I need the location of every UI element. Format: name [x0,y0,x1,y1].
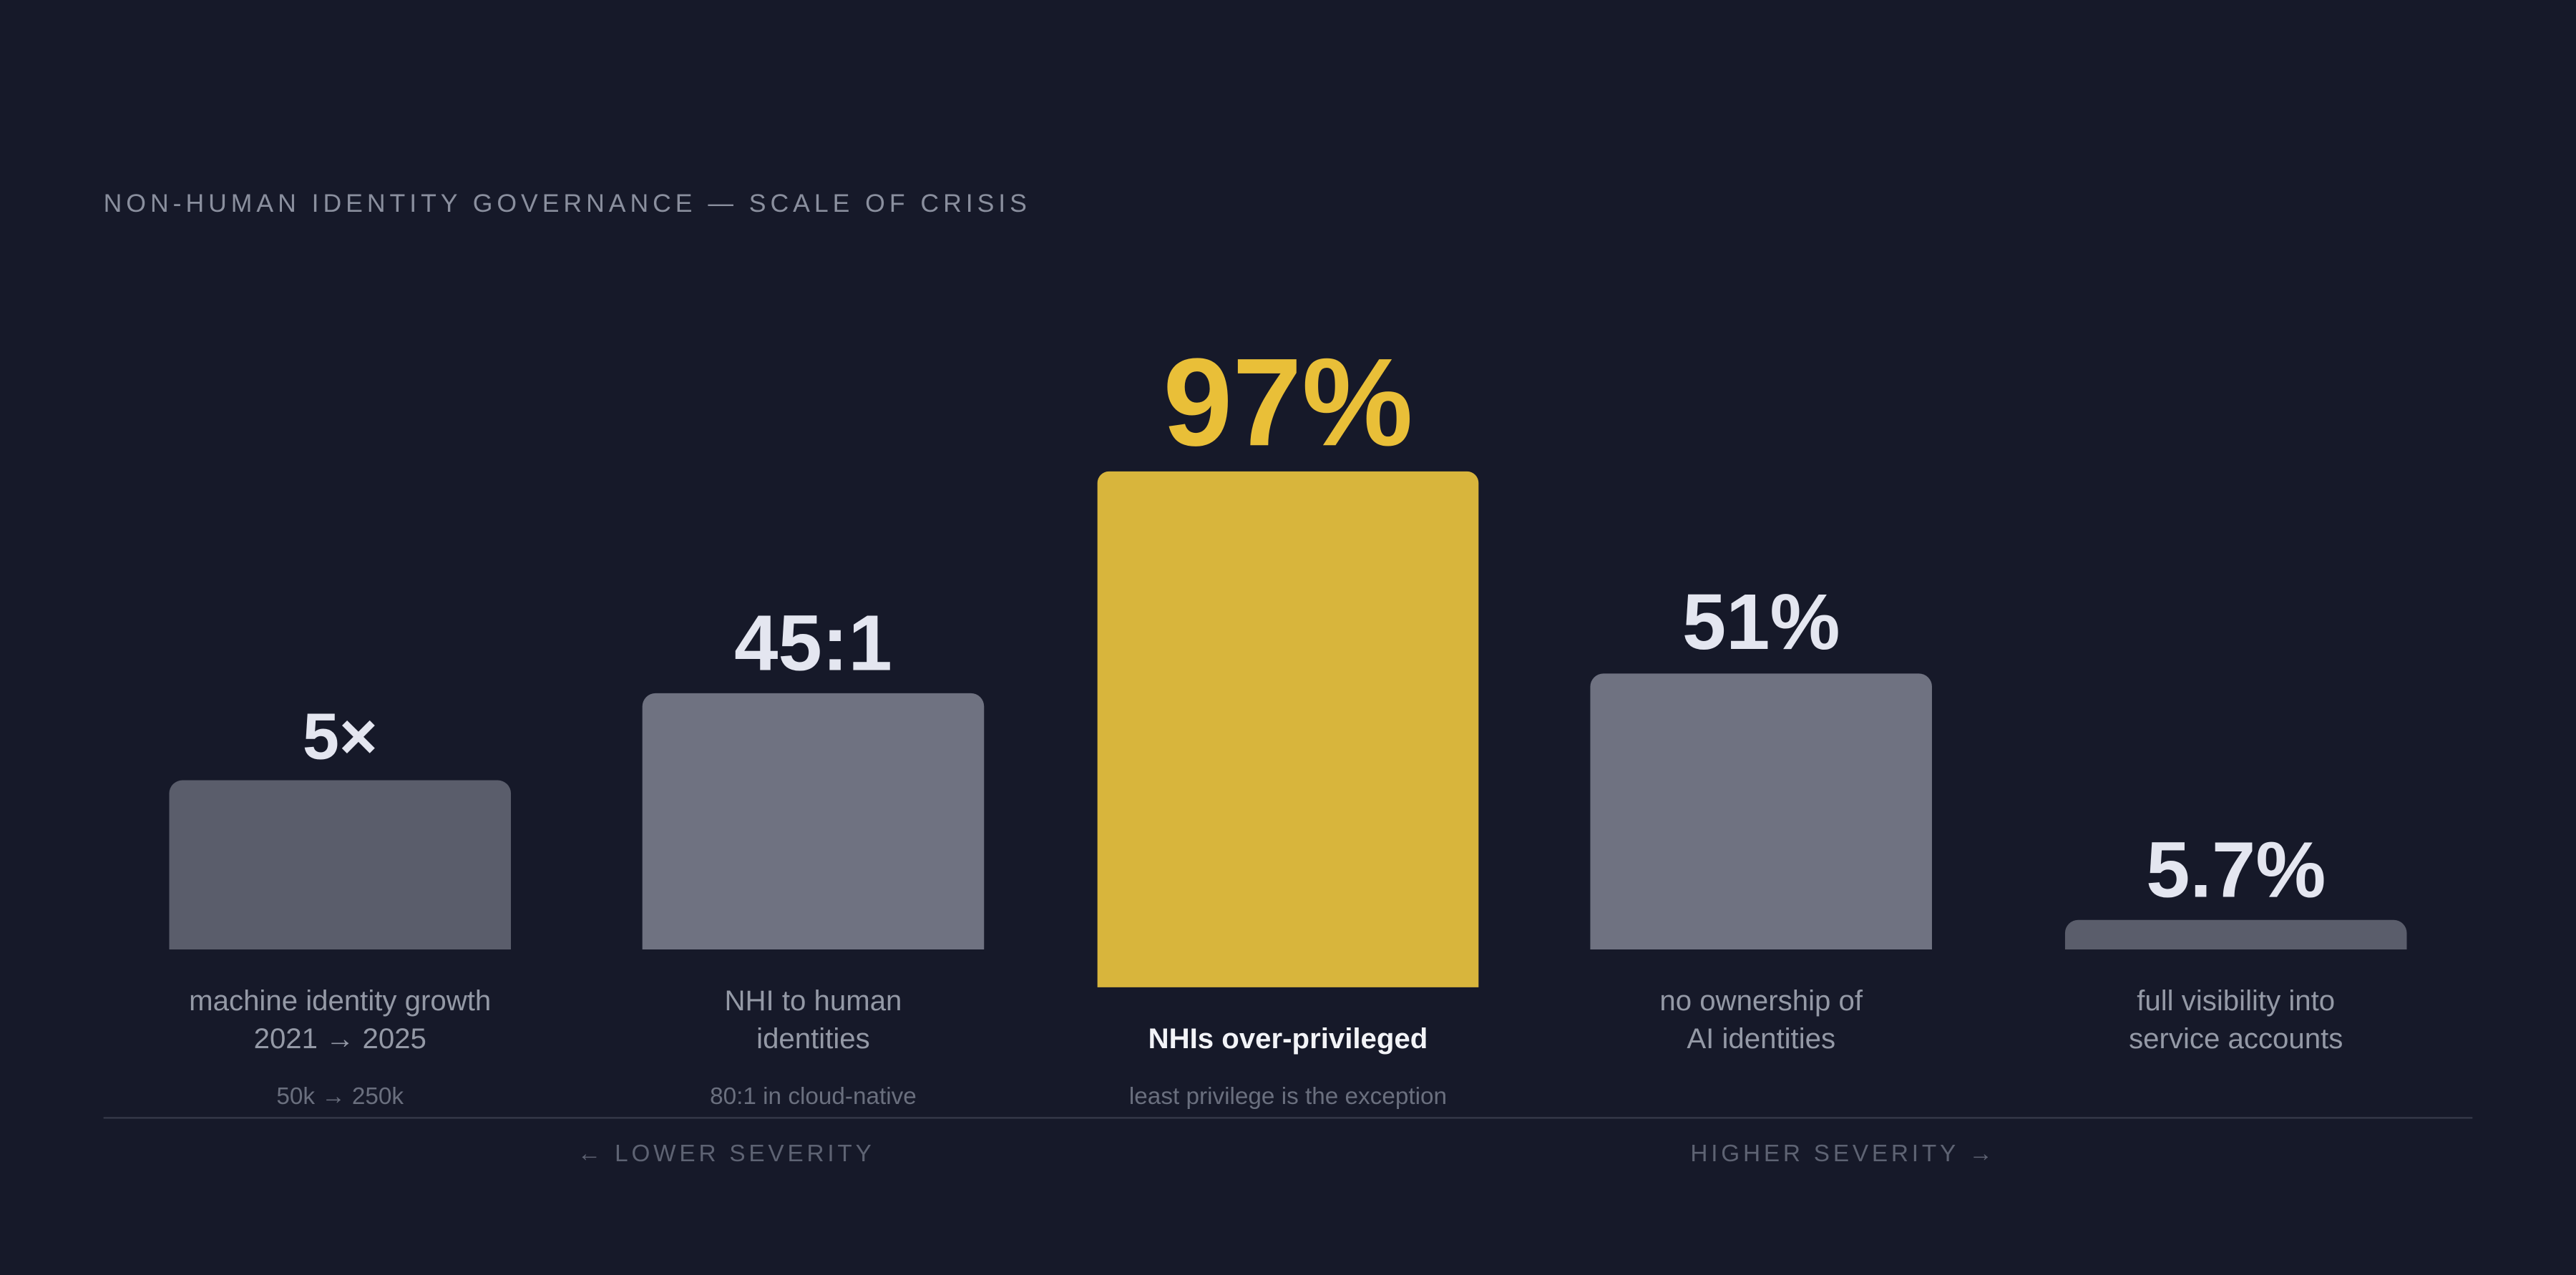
bar-value-label: 5.7% [2146,827,2326,915]
bar-category-label-line: service accounts [2129,1020,2343,1054]
bar-category-label: no ownership of AI identities [1515,982,2008,1056]
bar-category-label-line: NHIs over-privileged [1148,1020,1428,1054]
bar-category-label: full visibility into service accounts [1989,982,2482,1056]
baseline-divider [103,1117,2473,1119]
bar-category-label-line: machine identity growth [189,984,492,1017]
bar-category-label-line: identities [756,1020,870,1054]
bar-sublabel: 50k → 250k [276,1084,404,1111]
bar-category-label: machine identity growth 2021 → 2025 [94,982,587,1056]
bar-category-label-line: AI identities [1687,1020,1836,1054]
bar-value-label: 5× [302,700,378,773]
bar-1 [169,780,512,949]
lower-severity-note: ← LOWER SEVERITY [577,1141,875,1168]
bar-value-label: 51% [1682,580,1840,668]
bar-sublabel: least privilege is the exception [1128,1084,1448,1111]
bar-category-label: NHIs over-privileged [1042,1020,1535,1057]
bar-category-label-line: NHI to human [724,984,902,1017]
bar-category-label-line: no ownership of [1659,984,1863,1017]
bar-3 [1097,471,1479,987]
bar-value-label: 97% [1163,333,1413,473]
bar-4 [1590,673,1932,949]
chart-title: NON-HUMAN IDENTITY GOVERNANCE — SCALE OF… [103,190,1031,219]
higher-severity-note: HIGHER SEVERITY → [1690,1141,1996,1168]
bar-sublabel: 80:1 in cloud-native [710,1084,917,1111]
bar-2 [642,693,985,950]
bar-category-label-line: full visibility into [2137,984,2336,1017]
bar-5 [2064,919,2407,950]
bar-category-label-line: 2021 → 2025 [253,1020,426,1054]
bar-category-label: NHI to human identities [567,982,1060,1056]
bar-value-label: 45:1 [734,600,892,688]
